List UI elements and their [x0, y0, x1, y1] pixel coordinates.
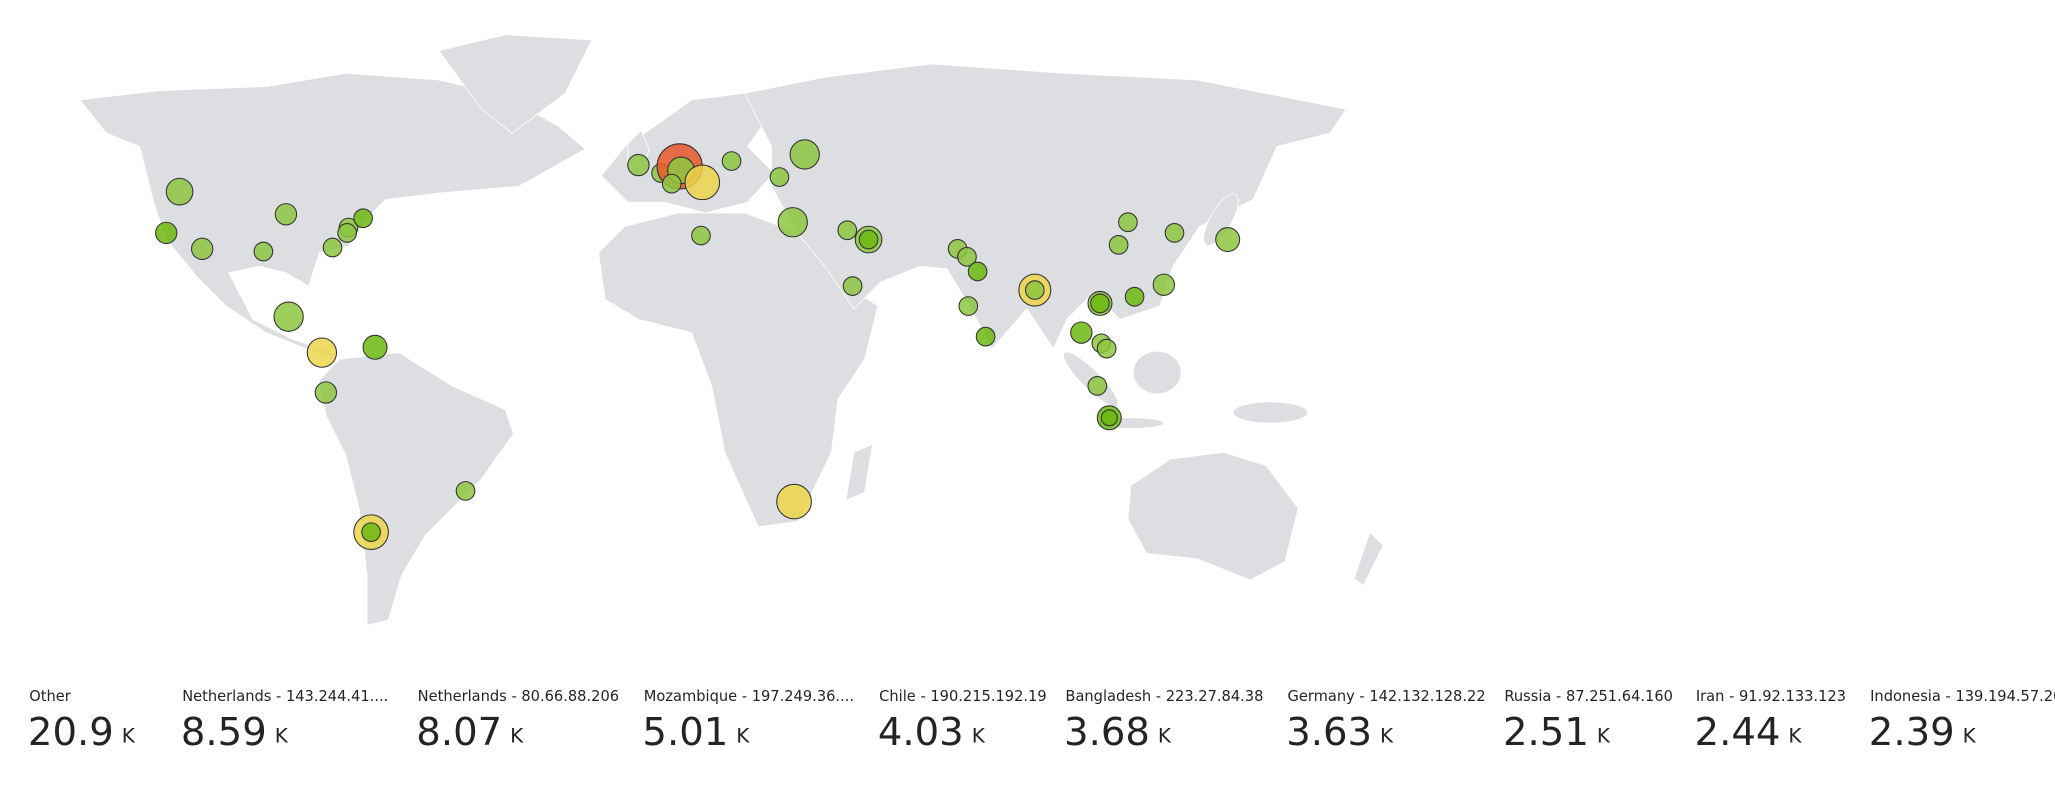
location-bubble — [776, 483, 812, 520]
location-bubble — [1100, 409, 1118, 427]
legend-item: Germany - 142.132.128.22 3.63 K — [1286, 688, 1485, 755]
location-bubble — [661, 173, 682, 194]
legend: Other 20.9 K Netherlands - 143.244.41.... 8.… — [28, 688, 2055, 755]
item-value: 8.59 — [181, 710, 267, 755]
item-label: Chile - 190.215.192.19 — [879, 688, 1046, 705]
australia — [1127, 451, 1299, 581]
world-map — [79, 34, 1384, 626]
borneo — [1132, 350, 1182, 395]
location-bubble — [1164, 223, 1185, 243]
location-bubble — [314, 381, 338, 404]
location-bubble — [1152, 273, 1176, 296]
location-bubble — [627, 153, 650, 177]
location-bubble — [721, 151, 742, 171]
legend-item: Chile - 190.215.192.19 4.03 K — [878, 688, 1047, 755]
location-bubble — [777, 207, 808, 238]
item-value: 2.39 — [1869, 710, 1955, 755]
location-bubble — [1087, 376, 1108, 396]
location-bubble — [858, 229, 879, 250]
location-bubble — [362, 334, 388, 360]
item-unit: K — [1788, 723, 1802, 747]
bubble-layer — [155, 139, 1241, 550]
location-bubble — [975, 326, 996, 347]
location-bubble — [165, 177, 194, 206]
item-value: 4.03 — [878, 710, 964, 755]
item-label: Netherlands - 80.66.88.206 — [418, 688, 619, 705]
new-zealand — [1353, 531, 1384, 586]
item-label: Iran - 91.92.133.123 — [1696, 688, 1846, 705]
location-bubble — [967, 261, 988, 282]
south-america — [318, 352, 514, 626]
legend-item: Netherlands - 80.66.88.206 8.07 K — [416, 688, 619, 755]
item-label: Russia - 87.251.64.160 — [1504, 688, 1673, 705]
item-label: Other — [29, 688, 72, 705]
location-bubble — [274, 203, 298, 226]
location-bubble — [337, 223, 357, 243]
legend-item: Bangladesh - 223.27.84.38 3.68 K — [1064, 688, 1263, 755]
item-label: Mozambique - 197.249.36.... — [644, 688, 854, 705]
item-unit: K — [510, 723, 524, 747]
item-value: 3.68 — [1064, 710, 1150, 755]
item-value: 2.44 — [1695, 710, 1781, 755]
item-unit: K — [736, 723, 750, 747]
madagascar — [845, 443, 874, 501]
item-label: Bangladesh - 223.27.84.38 — [1065, 688, 1263, 705]
item-value: 3.63 — [1286, 710, 1372, 755]
location-bubble — [253, 241, 274, 262]
location-bubble — [1118, 212, 1138, 233]
location-bubble — [957, 246, 977, 267]
item-unit: K — [122, 723, 136, 747]
legend-item: Iran - 91.92.133.123 2.44 K — [1695, 688, 1846, 755]
japan — [1203, 193, 1239, 246]
location-bubble — [1090, 293, 1110, 314]
legend-item: Mozambique - 197.249.36.... 5.01 K — [642, 688, 854, 755]
location-bubble — [353, 208, 373, 229]
location-bubble — [455, 481, 476, 501]
item-unit: K — [1380, 723, 1394, 747]
location-bubble — [155, 221, 178, 245]
item-unit: K — [1963, 723, 1977, 747]
item-value: 2.51 — [1503, 710, 1589, 755]
location-bubble — [1024, 280, 1045, 300]
legend-item: Indonesia - 139.194.57.201 2.39 K — [1869, 688, 2055, 755]
legend-item: Other 20.9 K — [28, 688, 136, 755]
location-bubble — [306, 337, 338, 368]
item-unit: K — [1597, 723, 1611, 747]
item-unit: K — [275, 723, 289, 747]
item-label: Netherlands - 143.244.41.... — [182, 688, 388, 705]
location-bubble — [1108, 235, 1129, 255]
legend-item: Russia - 87.251.64.160 2.51 K — [1503, 688, 1673, 755]
item-unit: K — [972, 723, 986, 747]
item-value: 5.01 — [642, 710, 728, 755]
location-bubble — [273, 301, 304, 332]
location-bubble — [1215, 227, 1241, 253]
location-bubble — [842, 276, 863, 296]
location-bubble — [191, 237, 214, 261]
item-label: Germany - 142.132.128.22 — [1288, 688, 1486, 705]
item-unit: K — [1158, 723, 1172, 747]
legend-item: Netherlands - 143.244.41.... 8.59 K — [181, 688, 388, 755]
location-bubble — [1124, 286, 1145, 307]
africa — [598, 212, 879, 528]
greenland — [438, 34, 593, 134]
new-guinea — [1232, 401, 1308, 424]
location-bubble — [322, 237, 343, 258]
location-bubble — [1096, 338, 1117, 359]
item-label: Indonesia - 139.194.57.201 — [1870, 688, 2055, 705]
location-bubble — [958, 296, 979, 316]
location-bubble — [837, 220, 858, 241]
location-bubble — [769, 167, 790, 187]
location-bubble — [684, 164, 721, 201]
location-bubble — [691, 225, 711, 246]
location-bubble — [1070, 321, 1093, 344]
location-bubble — [789, 139, 820, 170]
asia — [744, 63, 1347, 350]
item-value: 8.07 — [416, 710, 502, 755]
location-bubble — [361, 522, 381, 543]
item-value: 20.9 — [28, 710, 114, 755]
